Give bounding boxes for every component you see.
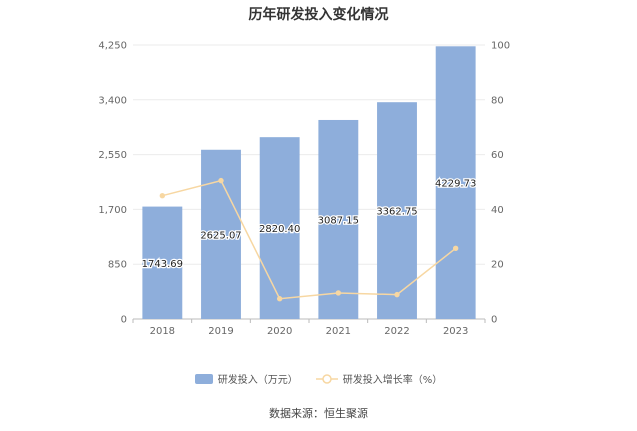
y-right-tick-label: 60	[491, 150, 504, 161]
growth-rate-point	[335, 290, 342, 296]
y-right-tick-label: 40	[491, 205, 504, 216]
growth-rate-point	[276, 296, 283, 302]
x-tick-label: 2022	[384, 326, 409, 337]
y-left-tick-label: 3,400	[98, 95, 127, 106]
x-tick-label: 2018	[150, 326, 175, 337]
legend-label-line-series: 研发投入增长率（%）	[342, 375, 443, 386]
legend-item-bar-series[interactable]: 研发投入（万元）	[194, 371, 298, 386]
bar	[259, 137, 300, 319]
growth-rate-point	[218, 177, 224, 184]
bar-value-label: 4229.73	[435, 179, 476, 190]
x-tick-label: 2023	[443, 326, 468, 337]
y-left-tick-label: 0	[121, 315, 127, 326]
bar	[142, 206, 183, 319]
bar	[318, 119, 359, 319]
bar	[377, 102, 417, 319]
growth-rate-line	[162, 179, 457, 300]
x-tick-label: 2021	[326, 326, 351, 337]
legend-label-bar-series: 研发投入（万元）	[217, 375, 298, 386]
growth-rate-point	[394, 291, 400, 298]
legend-bar-swatch	[194, 373, 213, 384]
x-tick-label: 2020	[267, 326, 292, 337]
growth-rate-point	[159, 193, 166, 199]
y-left-tick-label: 2,550	[98, 150, 127, 161]
y-right-tick-label: 80	[491, 95, 504, 106]
bar-value-label: 2820.40	[259, 224, 300, 235]
y-left-tick-label: 4,250	[98, 41, 127, 52]
source-note: 数据来源：恒生聚源	[269, 407, 368, 420]
bar-value-label: 3087.15	[318, 215, 359, 226]
legend-line-swatch	[315, 373, 338, 384]
bar-value-label: 2625.07	[200, 230, 241, 241]
y-right-tick-label: 100	[491, 41, 510, 52]
y-left-tick-label: 850	[108, 260, 127, 271]
chart-legend: 研发投入（万元） 研发投入增长率（%）	[0, 371, 637, 386]
x-tick-label: 2019	[208, 326, 233, 337]
legend-item-line-series[interactable]: 研发投入增长率（%）	[315, 371, 443, 386]
chart-title: 历年研发投入变化情况	[248, 7, 389, 23]
bar	[435, 46, 476, 319]
y-left-tick-label: 1,700	[98, 205, 127, 216]
y-right-tick-label: 20	[491, 260, 504, 271]
y-right-tick-label: 0	[491, 315, 497, 326]
bar-value-label: 1743.69	[142, 259, 183, 270]
growth-rate-point	[452, 245, 459, 252]
bar-value-label: 3362.75	[376, 207, 417, 218]
